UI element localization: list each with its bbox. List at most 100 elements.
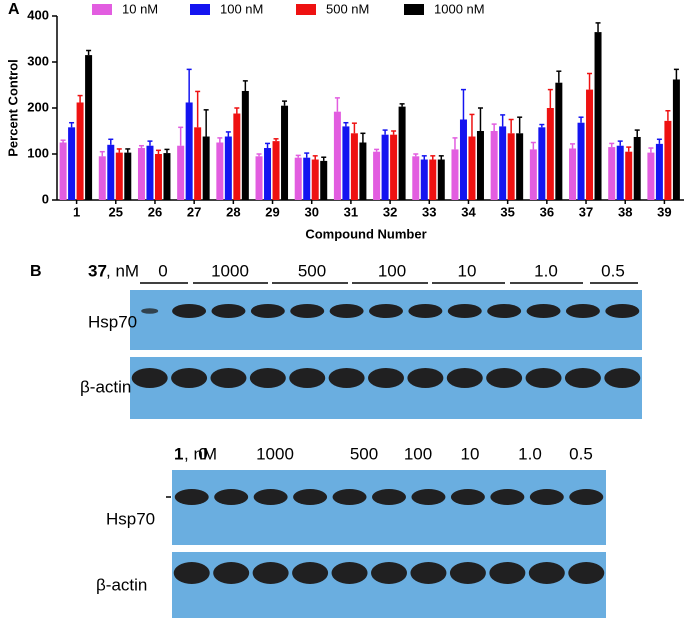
band (249, 368, 286, 388)
lane-label: 10 (458, 261, 477, 280)
y-tick-label: 0 (42, 191, 49, 206)
row-label: β-actin (80, 377, 131, 396)
bar (429, 159, 437, 200)
band (331, 562, 368, 584)
bar (546, 108, 554, 200)
band (210, 368, 247, 388)
x-tick-label: 36 (540, 204, 554, 219)
x-tick-label: 27 (187, 204, 201, 219)
x-tick-label: 25 (109, 204, 123, 219)
lane-label: 1000 (256, 444, 294, 463)
bar (177, 145, 185, 200)
bar (459, 119, 467, 200)
bar (124, 152, 132, 200)
bar (664, 120, 672, 200)
y-tick-label: 400 (27, 7, 49, 22)
bar (333, 111, 341, 200)
bar (555, 82, 563, 200)
bar (468, 136, 476, 200)
bar (507, 133, 515, 200)
band (487, 304, 522, 318)
legend-swatch (190, 4, 210, 15)
band (214, 489, 249, 505)
unit-label: , nM (184, 444, 217, 463)
x-tick-label: 39 (657, 204, 671, 219)
band (604, 368, 641, 388)
x-tick-label: 1 (73, 204, 80, 219)
legend-swatch (296, 4, 316, 15)
bar (586, 89, 594, 200)
lane-label: 0 (198, 444, 207, 463)
bar (76, 102, 84, 200)
row-label: Hsp70 (88, 312, 137, 331)
band (569, 489, 604, 505)
band (372, 489, 406, 505)
bar (59, 142, 67, 200)
bar (655, 143, 663, 200)
band (292, 562, 329, 584)
bar (342, 126, 350, 200)
band (449, 562, 486, 584)
bar (412, 156, 420, 200)
band (213, 562, 250, 584)
blot (172, 552, 606, 618)
bar (241, 90, 249, 200)
band (486, 368, 523, 388)
unit-label: , nM (106, 261, 139, 280)
legend-label: 100 nM (220, 1, 263, 16)
legend-swatch (404, 4, 424, 15)
bar (625, 151, 633, 200)
bar (451, 149, 459, 200)
panel-label: B (30, 263, 42, 280)
lane-label: 0 (158, 261, 167, 280)
band (369, 304, 403, 318)
band (293, 489, 328, 505)
y-tick-label: 300 (27, 53, 49, 68)
bar (633, 136, 641, 200)
band (446, 368, 483, 388)
band (329, 304, 364, 318)
band (289, 368, 326, 388)
lane-label: 1000 (211, 261, 249, 280)
x-tick-label: 35 (500, 204, 514, 219)
bar (529, 149, 537, 200)
bar (608, 147, 616, 200)
bar (202, 136, 210, 200)
band (172, 304, 207, 318)
bar (255, 156, 263, 200)
bar (303, 157, 311, 200)
legend-swatch (92, 4, 112, 15)
band (526, 304, 561, 318)
bar (115, 152, 123, 200)
bar (320, 160, 328, 200)
bar (350, 133, 358, 200)
band (328, 368, 365, 388)
band (568, 562, 605, 584)
bar (233, 113, 241, 200)
lane-label: 100 (404, 444, 432, 463)
x-tick-label: 29 (265, 204, 279, 219)
lane-label: 500 (350, 444, 378, 463)
bar (359, 142, 367, 200)
band (141, 308, 159, 314)
band (131, 368, 168, 388)
bar (194, 127, 202, 200)
bar (672, 79, 680, 200)
bar (137, 148, 145, 200)
band (605, 304, 640, 318)
x-tick-label: 33 (422, 204, 436, 219)
legend-label: 10 nM (122, 1, 158, 16)
panel-label: A (8, 1, 20, 18)
x-tick-label: 38 (618, 204, 632, 219)
bar (594, 32, 602, 200)
band (290, 304, 325, 318)
band (411, 489, 446, 505)
lane-label: 1.0 (534, 261, 558, 280)
row-label: Hsp70 (106, 509, 155, 528)
bar (616, 145, 624, 200)
bar (538, 127, 546, 200)
lane-label: 1.0 (518, 444, 542, 463)
band (408, 304, 443, 318)
lane-label: 100 (378, 261, 406, 280)
bar (154, 154, 162, 200)
